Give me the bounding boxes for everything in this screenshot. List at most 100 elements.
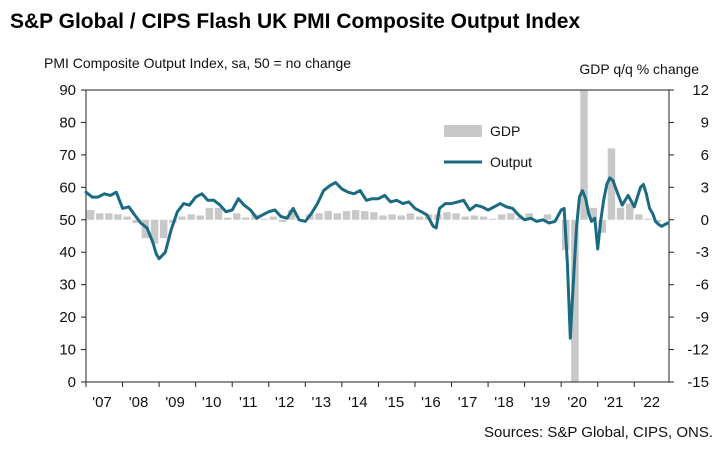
output-point bbox=[462, 199, 465, 202]
gdp-bar bbox=[461, 216, 469, 220]
output-point bbox=[569, 337, 572, 340]
output-point bbox=[633, 206, 636, 208]
output-point bbox=[103, 193, 106, 195]
output-point bbox=[255, 217, 258, 219]
output-point bbox=[456, 201, 459, 203]
right-tick-label: -6 bbox=[696, 277, 709, 294]
right-tick-label: -15 bbox=[687, 374, 709, 391]
gdp-bar bbox=[342, 211, 351, 220]
output-point bbox=[334, 181, 337, 184]
output-point bbox=[615, 188, 617, 190]
output-point bbox=[505, 206, 508, 208]
x-tick-label: '18 bbox=[494, 394, 514, 411]
output-point bbox=[231, 209, 234, 211]
output-point bbox=[329, 184, 331, 187]
output-point bbox=[660, 225, 663, 228]
gdp-bar bbox=[324, 211, 332, 220]
x-tick-label: '20 bbox=[567, 394, 587, 411]
x-tick-label: '08 bbox=[129, 394, 149, 411]
x-tick-label: '13 bbox=[312, 394, 332, 411]
output-point bbox=[535, 220, 538, 223]
left-axis-label: PMI Composite Output Index, sa, 50 = no … bbox=[44, 55, 352, 71]
left-tick-label: 10 bbox=[59, 342, 76, 359]
output-line-group bbox=[84, 176, 670, 340]
gdp-bar bbox=[388, 214, 396, 220]
output-point bbox=[587, 212, 590, 215]
gdp-bar bbox=[333, 213, 342, 220]
output-point bbox=[121, 207, 124, 210]
output-point bbox=[566, 262, 569, 265]
output-point bbox=[267, 210, 270, 213]
output-point bbox=[426, 214, 428, 216]
output-point bbox=[347, 191, 349, 193]
gdp-bar bbox=[114, 214, 122, 220]
output-point bbox=[572, 283, 575, 286]
output-point bbox=[432, 225, 435, 228]
left-tick-label: 0 bbox=[68, 374, 76, 391]
output-point bbox=[542, 218, 544, 221]
gdp-bar bbox=[187, 214, 195, 220]
legend: GDP Output bbox=[444, 123, 532, 170]
output-point bbox=[194, 196, 197, 198]
x-tick-label: '15 bbox=[385, 394, 405, 411]
left-tick-label: 30 bbox=[59, 277, 76, 294]
gdp-bar bbox=[406, 213, 415, 220]
source-note: Sources: S&P Global, CIPS, ONS. bbox=[484, 424, 713, 441]
gdp-bar bbox=[443, 212, 451, 220]
output-point bbox=[499, 202, 501, 205]
plot-frame bbox=[85, 89, 670, 383]
output-point bbox=[639, 186, 642, 189]
right-tick-label: -9 bbox=[696, 309, 709, 326]
output-point bbox=[164, 251, 167, 254]
gdp-bar bbox=[607, 148, 616, 220]
output-point bbox=[85, 191, 87, 193]
output-point bbox=[654, 220, 657, 223]
gdp-bar bbox=[233, 213, 241, 220]
gdp-bar bbox=[132, 219, 141, 224]
output-point bbox=[133, 214, 136, 216]
gdp-bar bbox=[598, 219, 607, 233]
output-point bbox=[280, 215, 282, 218]
output-point bbox=[158, 257, 160, 260]
gdp-bar bbox=[260, 218, 268, 220]
left-tick-label: 20 bbox=[59, 309, 76, 326]
x-tick-label: '09 bbox=[165, 394, 185, 411]
right-tick-label: 6 bbox=[701, 147, 709, 164]
output-point bbox=[642, 183, 645, 186]
gdp-bar bbox=[488, 218, 497, 220]
output-point bbox=[548, 222, 550, 224]
output-point bbox=[365, 199, 368, 202]
gdp-bar bbox=[105, 213, 113, 220]
output-point bbox=[657, 223, 660, 226]
chart-title: S&P Global / CIPS Flash UK PMI Composite… bbox=[10, 10, 581, 33]
gdp-bar bbox=[379, 215, 387, 220]
output-point bbox=[444, 202, 447, 205]
output-point bbox=[648, 207, 651, 210]
output-point bbox=[395, 199, 398, 202]
output-point bbox=[596, 248, 599, 250]
gdp-bar bbox=[360, 211, 369, 220]
output-point bbox=[225, 210, 227, 213]
output-point bbox=[182, 202, 185, 205]
output-point bbox=[420, 210, 422, 213]
output-point bbox=[608, 177, 611, 179]
gdp-bar bbox=[479, 216, 488, 220]
output-point bbox=[237, 197, 240, 200]
output-point bbox=[91, 196, 94, 198]
output-point bbox=[249, 209, 252, 211]
output-point bbox=[594, 217, 596, 219]
left-tick-label: 60 bbox=[59, 179, 76, 196]
gdp-bar-group bbox=[86, 90, 661, 382]
output-point bbox=[127, 206, 130, 208]
gdp-bar bbox=[86, 210, 95, 220]
x-tick-label: '17 bbox=[458, 394, 478, 411]
output-point bbox=[310, 212, 313, 215]
gdp-bar bbox=[242, 217, 250, 220]
output-point bbox=[97, 196, 99, 198]
output-point bbox=[575, 227, 578, 229]
output-point bbox=[402, 202, 404, 205]
x-tick-label: '19 bbox=[531, 394, 551, 411]
right-axis-label: GDP q/q % change bbox=[579, 61, 699, 77]
gdp-bar bbox=[214, 207, 223, 220]
